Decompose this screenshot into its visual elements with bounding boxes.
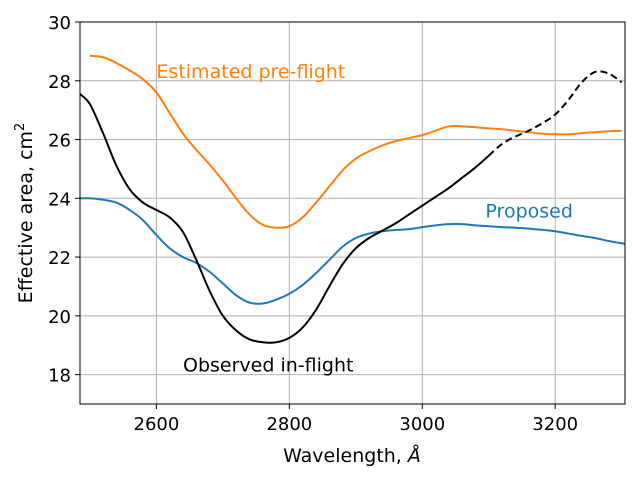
x-tick-label-3000: 3000 <box>399 414 445 435</box>
y-tick-label-30: 30 <box>48 13 71 34</box>
axis-ticks: 2600 2800 3000 3200 18 20 22 24 26 28 30 <box>48 13 578 435</box>
plot-frame <box>79 21 626 405</box>
series-line-3 <box>488 70 623 157</box>
x-tick-label-2600: 2600 <box>134 414 180 435</box>
x-axis-label: Wavelength, Å <box>283 444 421 467</box>
annotation-observed: Observed in-flight <box>183 355 353 377</box>
series-line-1 <box>80 197 625 305</box>
x-tick-label-2800: 2800 <box>266 414 312 435</box>
y-tick-label-28: 28 <box>48 72 71 93</box>
y-tick-label-24: 24 <box>48 189 71 210</box>
series-line-0 <box>89 54 622 229</box>
y-tick-label-22: 22 <box>48 248 71 269</box>
series-line-2 <box>80 93 490 344</box>
y-axis-label: Effective area, cm2 <box>13 123 37 304</box>
annotation-proposed: Proposed <box>485 200 572 222</box>
plot-area <box>80 22 625 404</box>
annotation-estimated: Estimated pre-flight <box>156 61 345 83</box>
x-tick-label-3200: 3200 <box>532 414 578 435</box>
y-tick-label-18: 18 <box>48 366 71 387</box>
y-tick-label-20: 20 <box>48 307 71 328</box>
series-lines <box>80 54 625 344</box>
annotations: Estimated pre-flight Proposed Observed in-… <box>156 61 572 377</box>
y-tick-label-26: 26 <box>48 131 71 152</box>
